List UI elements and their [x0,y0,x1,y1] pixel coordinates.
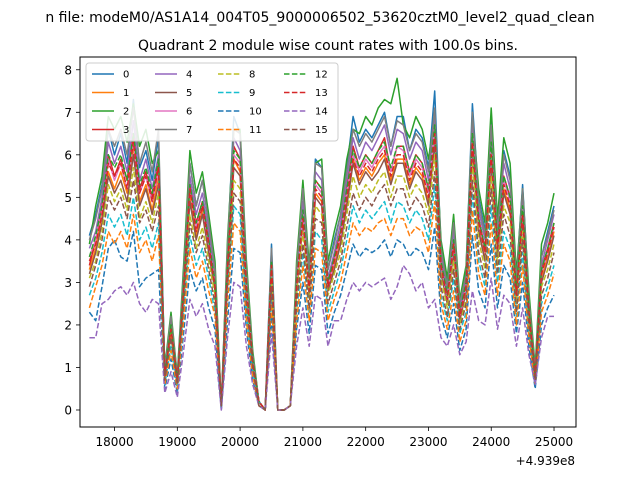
y-tick-label: 5 [64,191,72,205]
legend-label-14: 14 [315,107,328,118]
legend-label-1: 1 [123,88,129,99]
legend-label-6: 6 [186,107,192,118]
x-tick-label: 25000 [535,435,573,449]
y-tick-label: 6 [64,148,72,162]
axes-frame [79,56,577,428]
y-tick-label: 4 [64,233,72,247]
series-line-15 [88,171,555,411]
legend-label-8: 8 [249,70,255,81]
x-tick-label: 21000 [284,435,322,449]
series-line-13 [88,132,555,411]
legend-label-13: 13 [315,88,328,99]
y-tick-label: 7 [64,106,72,120]
legend-label-3: 3 [123,125,129,136]
y-tick-label: 2 [64,318,72,332]
legend-label-9: 9 [249,88,255,99]
x-tick-label: 24000 [472,435,510,449]
y-tick-label: 8 [64,63,72,77]
axes-title: Quadrant 2 module wise count rates with … [138,38,518,54]
legend-label-2: 2 [123,107,129,118]
legend-label-15: 15 [315,125,328,136]
figure-suptitle: n file: modeM0/AS1A14_004T05_9000006502_… [45,10,594,26]
y-axis: 0 1 2 3 4 5 6 7 8 [64,63,80,417]
plot-area [79,56,577,428]
series-layer [88,77,555,411]
legend-frame [85,62,339,142]
y-tick-label: 0 [64,403,72,417]
x-offset-label: +4.939e8 [516,454,575,468]
x-tick-label: 20000 [221,435,259,449]
legend-label-7: 7 [186,125,192,136]
x-tick-label: 23000 [409,435,447,449]
legend-label-10: 10 [249,107,262,118]
legend-label-0: 0 [123,70,129,81]
series-line-7 [88,107,555,411]
x-tick-label: 19000 [158,435,196,449]
legend-label-5: 5 [186,88,192,99]
x-axis: 18000 19000 20000 21000 22000 23000 24000 25000 [95,427,573,449]
x-tick-label: 18000 [95,435,133,449]
x-tick-label: 22000 [347,435,385,449]
legend-label-4: 4 [186,70,192,81]
series-line-11 [88,200,555,411]
y-tick-label: 1 [64,361,72,375]
series-line-14 [89,264,554,411]
legend-label-11: 11 [249,125,262,136]
series-line-10 [88,226,555,411]
legend-label-12: 12 [315,70,328,81]
y-tick-label: 3 [64,276,72,290]
